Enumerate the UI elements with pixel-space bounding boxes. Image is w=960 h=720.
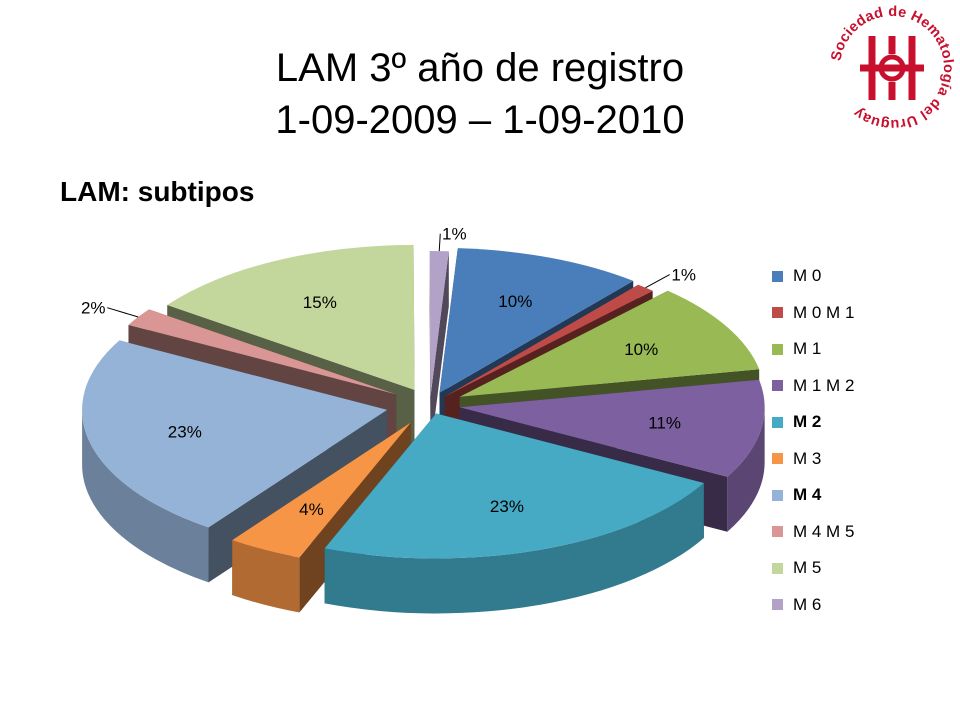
data-label-leader-8 [107,307,139,318]
legend-item: M 4 [772,477,854,514]
data-label-3: 10% [624,340,658,359]
legend-item: M 4 M 5 [772,514,854,551]
pie-slice-5-top [324,413,704,559]
legend-item: M 1 [772,331,854,368]
data-label-10: 1% [442,225,467,244]
pie-slice-7 [82,340,388,583]
legend-item: M 0 [772,258,854,295]
logo-emblem [860,36,924,100]
legend-item: M 2 [772,404,854,441]
legend-item: M 3 [772,441,854,478]
data-label-4: 11% [648,413,681,432]
legend-swatch [772,416,783,428]
slide-title: LAM 3º año de registro 1-09-2009 – 1-09-… [180,42,780,146]
data-label-1: 10% [498,292,532,311]
legend-label: M 2 [793,412,822,432]
data-label-2: 1% [671,266,696,285]
title-line-1: LAM 3º año de registro [275,46,685,90]
data-label-8: 2% [81,299,106,318]
legend-label: M 5 [793,558,822,578]
pie-slice-7-top [82,340,388,528]
society-logo: Sociedad de Hematología del Uruguay [828,4,955,132]
legend-swatch [772,526,783,538]
legend-swatch [772,599,783,611]
legend-item: M 6 [772,587,854,624]
legend-label: M 3 [793,448,822,468]
pie-slice-5-side-1 [324,482,704,614]
legend-label: M 1 [793,339,822,359]
legend-swatch [772,343,783,355]
pie-slice-10 [429,251,449,452]
pie-slice-5 [324,413,704,614]
data-label-leader-2 [645,274,670,289]
pie-slice-10-top [429,251,449,397]
legend-swatch [772,562,783,574]
pie-slice-10-wall-1 [429,251,431,452]
chart-legend: M 0 M 0 M 1 M 1 M 1 M 2 M 2 M 3 M 4 M 4 M 5 M 5 M… [772,258,854,623]
pie-slice-9-top [167,244,415,390]
pie-slice-4-side-1 [727,407,765,532]
legend-label: M 4 M 5 [793,521,855,541]
slide-subtitle: LAM: subtipos [60,176,255,207]
data-label-7: 23% [168,423,202,442]
pie-slice-4-top [459,379,765,477]
legend-label: M 0 M 1 [793,302,855,322]
pie-slice-8-top [128,309,397,395]
pie-slice-10-wall-2 [430,251,449,452]
legend-item: M 1 M 2 [772,368,854,405]
pie-slice-2-top [444,284,653,397]
legend-label: M 0 [793,266,822,286]
pie-slice-6-top [232,422,411,558]
legend-label: M 1 M 2 [793,375,855,395]
title-line-2: 1-09-2009 – 1-09-2010 [275,98,685,142]
legend-swatch [772,307,783,319]
legend-swatch [772,489,783,501]
data-label-6: 4% [299,500,324,519]
legend-item: M 0 M 1 [772,295,854,332]
legend-label: M 4 [793,485,822,505]
data-label-leader-10 [438,233,441,252]
data-label-9: 15% [303,293,337,312]
legend-label: M 6 [793,594,822,614]
pie-slice-3-top [459,290,760,397]
legend-swatch [772,380,783,392]
legend-swatch [772,453,783,465]
data-label-5: 23% [490,497,524,516]
legend-swatch [772,270,783,282]
pie-slice-7-side-1 [82,409,209,583]
pie-slice-6-side-1 [232,540,300,613]
pie-slice-1-top [439,248,634,393]
legend-item: M 5 [772,550,854,587]
